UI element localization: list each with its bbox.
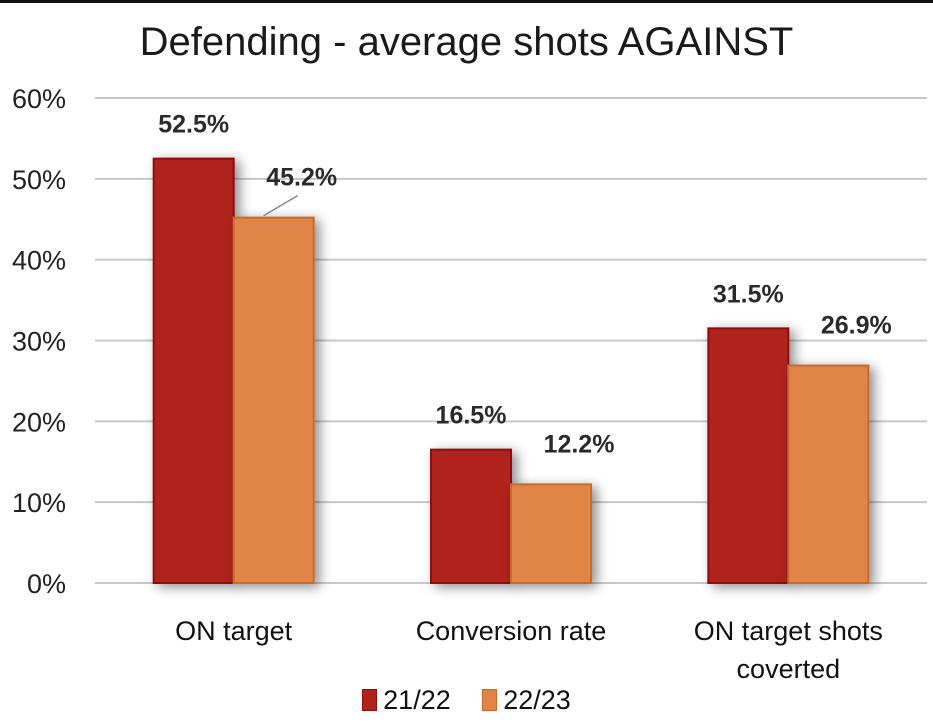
y-tick-label: 0%: [27, 569, 66, 599]
legend: 21/22 22/23: [0, 684, 933, 716]
y-tick-label: 20%: [12, 407, 66, 437]
data-label: 52.5%: [158, 111, 229, 139]
legend-label-22-23: 22/23: [503, 685, 571, 716]
y-axis-tick-labels: 0% 10% 20% 30% 40% 50% 60%: [12, 84, 66, 599]
y-tick-label: 60%: [12, 84, 66, 114]
bar-21-22-1: [430, 448, 512, 584]
data-labels: 52.5% 45.2% 16.5% 12.2% 31.5% 26.9%: [158, 111, 892, 459]
y-tick-label: 50%: [12, 165, 66, 195]
data-label: 12.2%: [544, 430, 615, 458]
bar-21-22-2: [707, 327, 790, 584]
legend-swatch-22-23: [482, 689, 498, 712]
y-tick-label: 10%: [12, 488, 66, 518]
data-label: 16.5%: [436, 402, 507, 430]
data-label: 31.5%: [713, 280, 784, 308]
x-category-label: coverted: [737, 654, 841, 684]
bars: [152, 157, 870, 584]
y-tick-label: 30%: [12, 327, 66, 357]
top-border: [0, 0, 933, 3]
leader-line: [263, 194, 299, 217]
bar-22-23-0: [232, 216, 315, 584]
bar-22-23-2: [787, 364, 870, 584]
data-label: 45.2%: [266, 164, 337, 192]
x-axis-category-labels: ON target Conversion rate ON target shots c…: [175, 616, 883, 684]
legend-swatch-21-22: [362, 689, 378, 712]
data-label: 26.9%: [821, 312, 892, 340]
chart-title: Defending - average shots AGAINST: [139, 20, 794, 64]
legend-item-22-23: 22/23: [482, 685, 571, 716]
legend-item-21-22: 21/22: [362, 685, 451, 716]
bar-22-23-1: [510, 483, 592, 584]
x-category-label: ON target shots: [694, 616, 883, 646]
bar-21-22-0: [152, 157, 235, 584]
x-category-label: Conversion rate: [416, 616, 607, 646]
legend-label-21-22: 21/22: [383, 685, 451, 716]
x-category-label: ON target: [175, 616, 293, 646]
y-tick-label: 40%: [12, 246, 66, 276]
